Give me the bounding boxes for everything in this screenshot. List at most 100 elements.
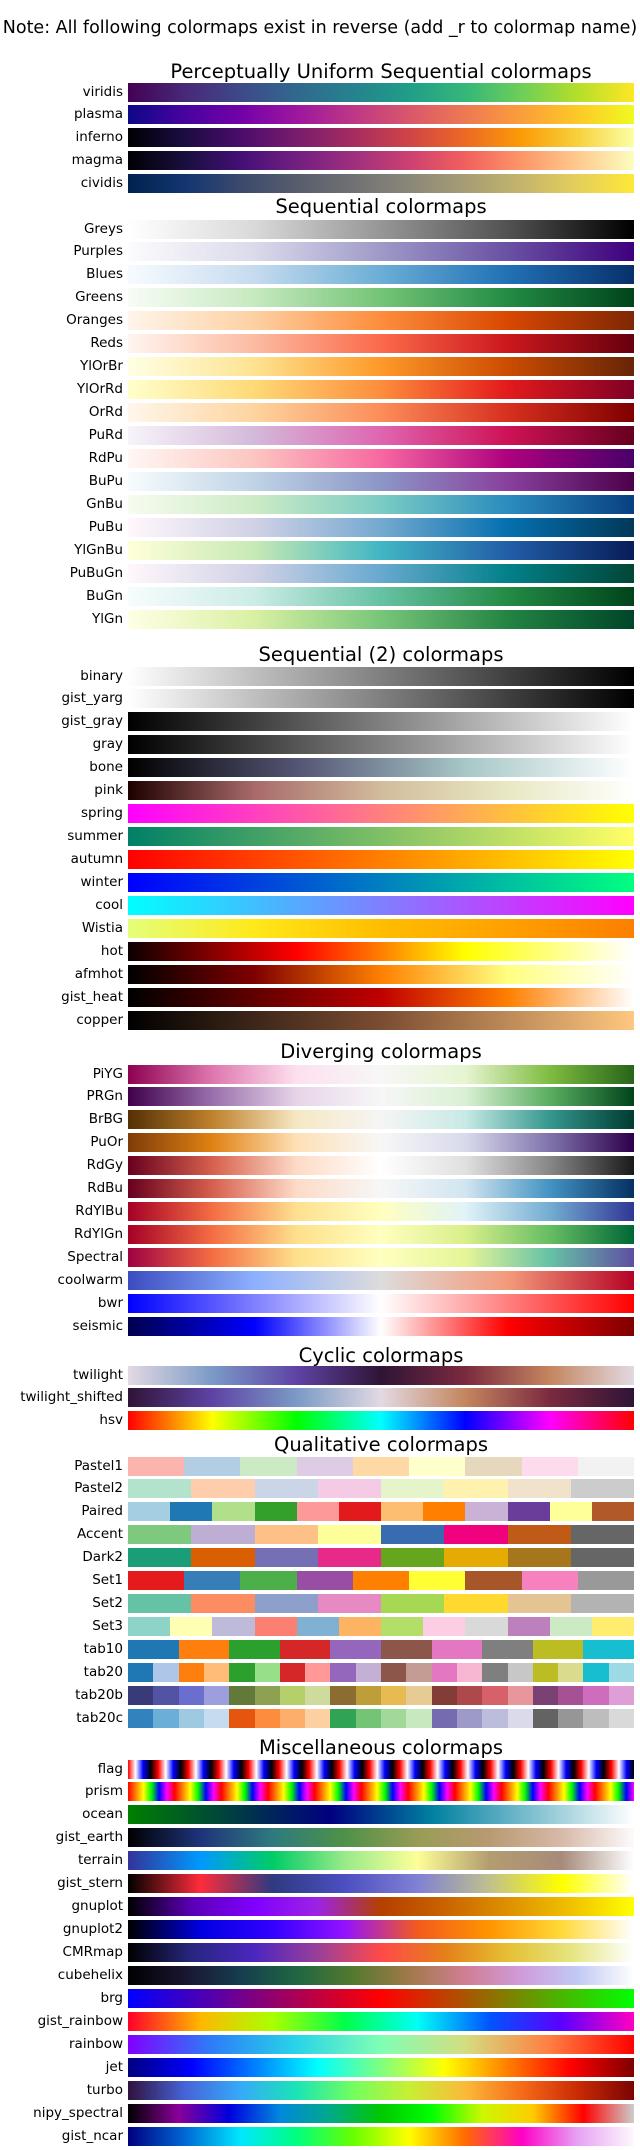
color-swatch — [229, 1640, 282, 1660]
color-swatch — [482, 1663, 509, 1683]
colormap-row-pubugn: PuBuGn — [0, 564, 640, 584]
color-swatch — [296, 1617, 341, 1637]
colormap-name: Purples — [73, 243, 123, 260]
color-swatch — [444, 1479, 510, 1499]
colormap-row-gist-rainbow: gist_rainbow — [0, 2012, 640, 2032]
color-swatch — [482, 1686, 509, 1706]
colormap-bar — [128, 2058, 634, 2078]
colormap-name: ocean — [82, 1806, 123, 1823]
reverse-note: Note: All following colormaps exist in r… — [2, 18, 638, 38]
color-swatch — [608, 1686, 634, 1706]
color-swatch — [521, 1571, 580, 1591]
color-swatch — [532, 1686, 560, 1706]
colormap-row-tab20: tab20 — [0, 1663, 640, 1683]
color-swatch — [254, 1525, 320, 1545]
colormap-bar — [128, 403, 634, 423]
colormap-name: inferno — [75, 129, 124, 146]
color-swatch — [296, 1502, 341, 1522]
colormap-bar — [128, 1525, 634, 1545]
color-swatch — [549, 1617, 594, 1637]
color-swatch — [254, 1502, 299, 1522]
colormap-row-rdylbu: RdYlBu — [0, 1202, 640, 1222]
color-swatch — [521, 1456, 580, 1476]
colormap-name: spring — [80, 805, 123, 822]
colormap-bar — [128, 1548, 634, 1568]
colormap-bar — [128, 609, 634, 629]
color-swatch — [128, 1640, 181, 1660]
color-swatch — [305, 1686, 332, 1706]
color-swatch — [558, 1709, 585, 1729]
colormap-name: prism — [84, 1783, 123, 1800]
color-swatch — [381, 1617, 425, 1637]
color-swatch — [317, 1594, 383, 1614]
colormap-bar — [128, 1943, 634, 1963]
colormap-name: cividis — [80, 175, 123, 192]
color-swatch — [178, 1686, 206, 1706]
colormap-bar — [128, 288, 634, 308]
colormap-bar — [128, 804, 634, 824]
colormap-name: twilight — [72, 1366, 123, 1383]
colormap-row-inferno: inferno — [0, 128, 640, 148]
color-swatch — [355, 1709, 383, 1729]
colormap-row-prism: prism — [0, 1782, 640, 1802]
colormap-name: turbo — [86, 2082, 123, 2099]
colormap-row-hsv: hsv — [0, 1411, 640, 1431]
colormap-name: cubehelix — [57, 1967, 123, 1984]
colormap-bar — [128, 942, 634, 962]
colormap-bar — [128, 1011, 634, 1031]
colormap-row-terrain: terrain — [0, 1851, 640, 1871]
color-swatch — [178, 1663, 206, 1683]
colormap-bar — [128, 426, 634, 446]
color-swatch — [507, 1686, 535, 1706]
colormap-row-pink: pink — [0, 781, 640, 801]
color-swatch — [128, 1709, 155, 1729]
colormap-bar — [128, 541, 634, 561]
color-swatch — [178, 1709, 206, 1729]
colormap-bar — [128, 1874, 634, 1894]
colormap-name: tab10 — [83, 1641, 123, 1658]
colormap-bar — [128, 712, 634, 732]
colormap-bar — [128, 357, 634, 377]
colormap-name: Paired — [81, 1503, 123, 1520]
color-swatch — [558, 1663, 585, 1683]
colormap-name: magma — [71, 152, 123, 169]
colormap-row-turbo: turbo — [0, 2081, 640, 2101]
color-swatch — [330, 1686, 358, 1706]
colormap-name: Greens — [75, 289, 123, 306]
section-title: Miscellaneous colormaps — [258, 1736, 504, 1759]
colormap-bar — [128, 1388, 634, 1408]
color-swatch — [178, 1640, 231, 1660]
color-swatch — [409, 1571, 467, 1591]
colormap-row-bwr: bwr — [0, 1294, 640, 1314]
colormap-row-accent: Accent — [0, 1525, 640, 1545]
color-swatch — [191, 1525, 257, 1545]
color-swatch — [577, 1456, 634, 1476]
colormap-row-coolwarm: coolwarm — [0, 1271, 640, 1291]
colormap-bar — [128, 219, 634, 239]
colormap-name: Set3 — [92, 1618, 123, 1635]
colormap-row-tab20c: tab20c — [0, 1709, 640, 1729]
color-swatch — [128, 1502, 172, 1522]
colormap-row-magma: magma — [0, 151, 640, 171]
colormap-bar — [128, 827, 634, 847]
colormap-bar — [128, 919, 634, 939]
colormap-row-jet: jet — [0, 2058, 640, 2078]
colormap-row-piyg: PiYG — [0, 1064, 640, 1084]
colormap-bar — [128, 1202, 634, 1222]
colormap-bar — [128, 495, 634, 515]
colormap-bar — [128, 265, 634, 285]
colormap-bar — [128, 105, 634, 125]
color-swatch — [128, 1456, 186, 1476]
colormap-row-blues: Blues — [0, 265, 640, 285]
color-swatch — [305, 1663, 332, 1683]
colormap-name: CMRmap — [62, 1944, 123, 1961]
colormap-bar — [128, 1064, 634, 1084]
color-swatch — [191, 1548, 257, 1568]
colormap-name: gist_heat — [61, 989, 123, 1006]
colormap-row-twilight: twilight — [0, 1365, 640, 1385]
color-swatch — [465, 1571, 524, 1591]
colormap-bar — [128, 380, 634, 400]
colormap-name: RdYlBu — [75, 1203, 123, 1220]
color-swatch — [184, 1571, 242, 1591]
colormap-name: tab20 — [83, 1664, 123, 1681]
